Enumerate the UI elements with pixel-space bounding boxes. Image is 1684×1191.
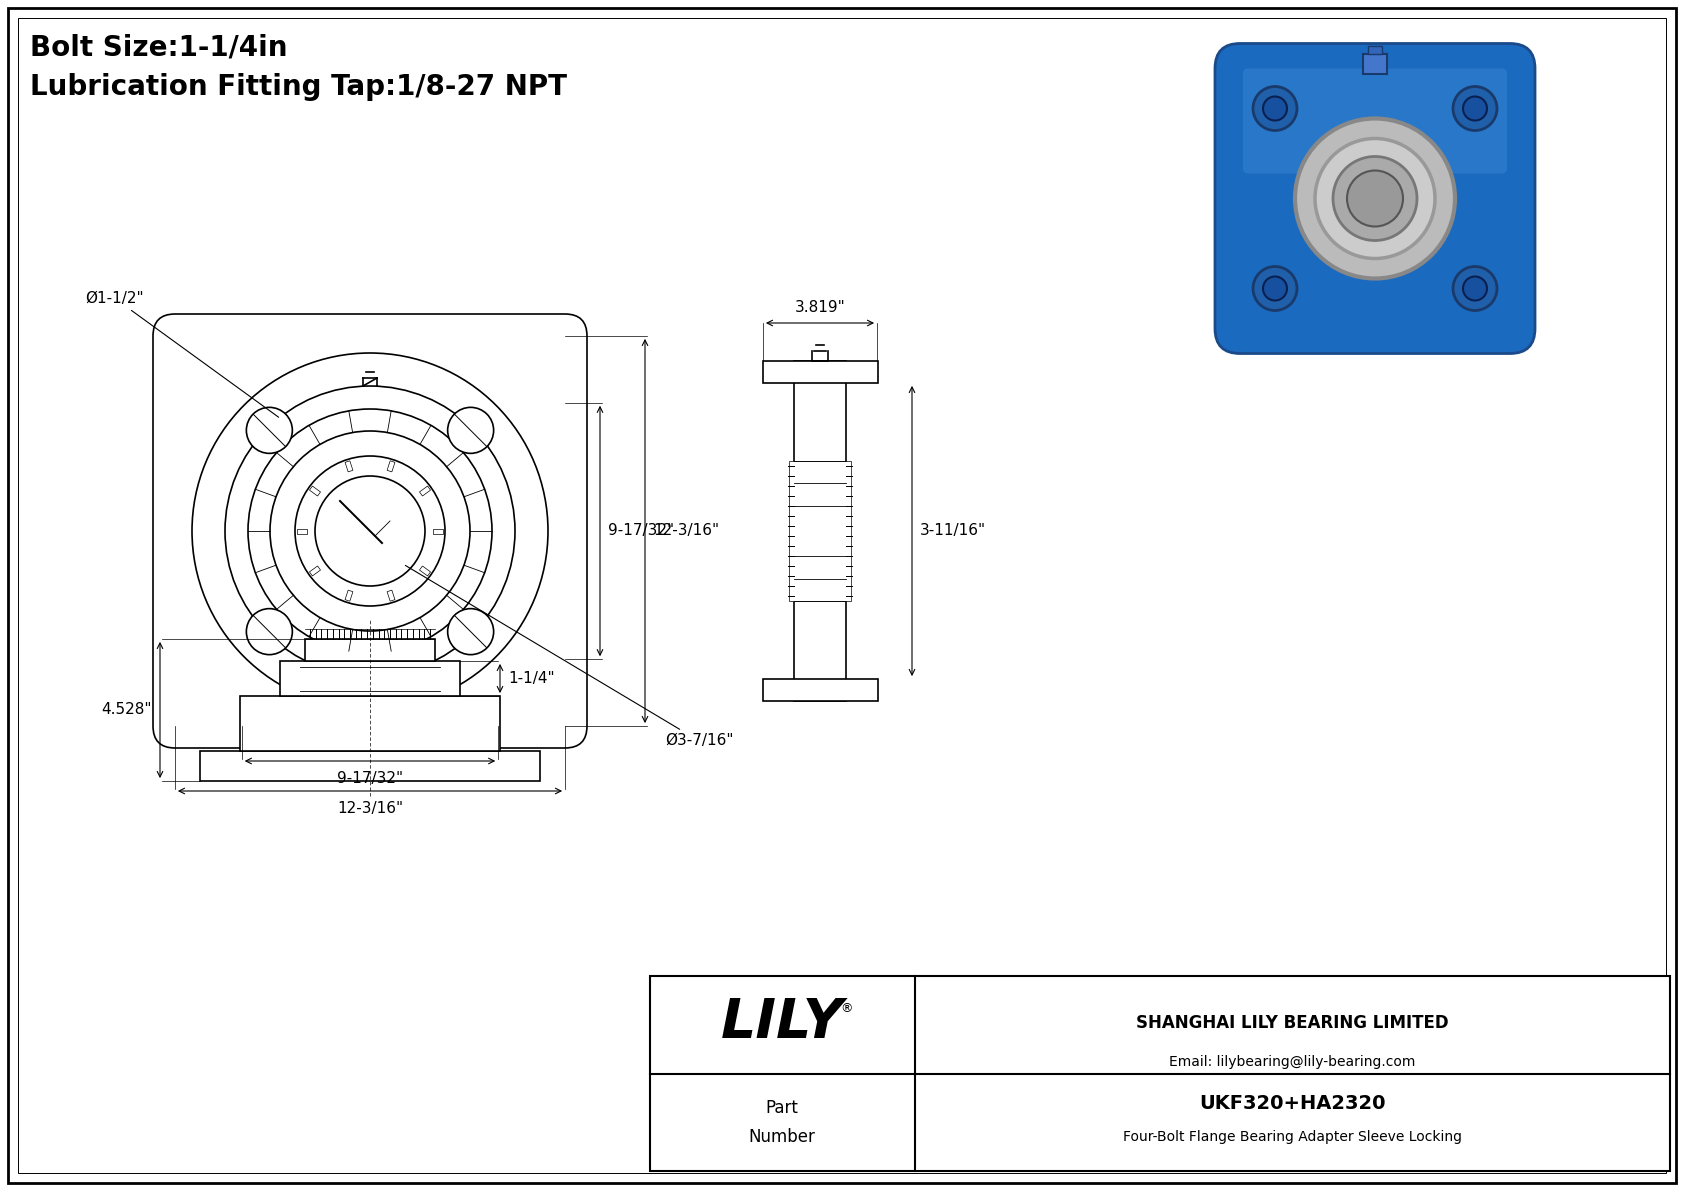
- Circle shape: [1253, 87, 1297, 131]
- Bar: [763, 679, 877, 701]
- Circle shape: [1463, 96, 1487, 120]
- Bar: [1367, 45, 1383, 54]
- Circle shape: [1453, 267, 1497, 311]
- Polygon shape: [296, 529, 306, 534]
- Circle shape: [315, 476, 424, 586]
- Circle shape: [226, 386, 515, 676]
- FancyBboxPatch shape: [153, 314, 588, 748]
- Bar: [790, 461, 850, 601]
- Bar: [280, 661, 460, 696]
- Circle shape: [1334, 156, 1416, 241]
- Circle shape: [246, 407, 293, 454]
- Polygon shape: [387, 461, 396, 472]
- Polygon shape: [433, 529, 443, 534]
- Text: 3-11/16": 3-11/16": [919, 524, 987, 538]
- Circle shape: [248, 409, 492, 653]
- Circle shape: [269, 431, 470, 631]
- Polygon shape: [419, 566, 431, 576]
- Text: 9-17/32": 9-17/32": [337, 771, 402, 786]
- Text: UKF320+HA2320: UKF320+HA2320: [1199, 1093, 1386, 1112]
- Circle shape: [246, 609, 293, 655]
- Text: SHANGHAI LILY BEARING LIMITED: SHANGHAI LILY BEARING LIMITED: [1137, 1014, 1448, 1031]
- Text: LILY: LILY: [721, 996, 844, 1049]
- Polygon shape: [419, 486, 431, 495]
- Bar: [1362, 54, 1388, 74]
- Polygon shape: [387, 591, 396, 601]
- Polygon shape: [345, 461, 354, 472]
- Circle shape: [1263, 96, 1287, 120]
- Circle shape: [1263, 276, 1287, 300]
- Bar: [763, 361, 877, 384]
- Circle shape: [448, 609, 493, 655]
- Text: Ø3-7/16": Ø3-7/16": [406, 566, 734, 748]
- Circle shape: [295, 456, 445, 606]
- Bar: [200, 752, 541, 781]
- Text: Part
Number: Part Number: [749, 1099, 815, 1146]
- Text: Four-Bolt Flange Bearing Adapter Sleeve Locking: Four-Bolt Flange Bearing Adapter Sleeve …: [1123, 1130, 1462, 1145]
- Circle shape: [1253, 267, 1297, 311]
- Text: 9-17/32": 9-17/32": [608, 524, 674, 538]
- Circle shape: [1347, 170, 1403, 226]
- Text: 1-1/4": 1-1/4": [509, 671, 554, 686]
- Bar: [793, 361, 845, 701]
- Circle shape: [192, 353, 547, 709]
- Circle shape: [1453, 87, 1497, 131]
- Text: 12-3/16": 12-3/16": [653, 524, 719, 538]
- Text: 12-3/16": 12-3/16": [337, 802, 402, 816]
- Bar: [305, 640, 434, 661]
- Text: Ø1-1/2": Ø1-1/2": [86, 291, 278, 417]
- Text: Email: lilybearing@lily-bearing.com: Email: lilybearing@lily-bearing.com: [1169, 1055, 1416, 1068]
- Circle shape: [448, 407, 493, 454]
- Bar: [241, 696, 500, 752]
- Circle shape: [1315, 138, 1435, 258]
- Text: Lubrication Fitting Tap:1/8-27 NPT: Lubrication Fitting Tap:1/8-27 NPT: [30, 73, 568, 101]
- Text: 4.528": 4.528": [101, 703, 152, 717]
- FancyBboxPatch shape: [1243, 69, 1507, 174]
- Circle shape: [1295, 118, 1455, 279]
- Polygon shape: [310, 486, 320, 495]
- Polygon shape: [345, 591, 354, 601]
- Text: Bolt Size:1-1/4in: Bolt Size:1-1/4in: [30, 33, 288, 61]
- Circle shape: [1463, 276, 1487, 300]
- FancyBboxPatch shape: [1214, 44, 1536, 354]
- Text: 3.819": 3.819": [795, 300, 845, 314]
- Bar: [650, 975, 1671, 1171]
- Text: ®: ®: [840, 1003, 852, 1015]
- Polygon shape: [310, 566, 320, 576]
